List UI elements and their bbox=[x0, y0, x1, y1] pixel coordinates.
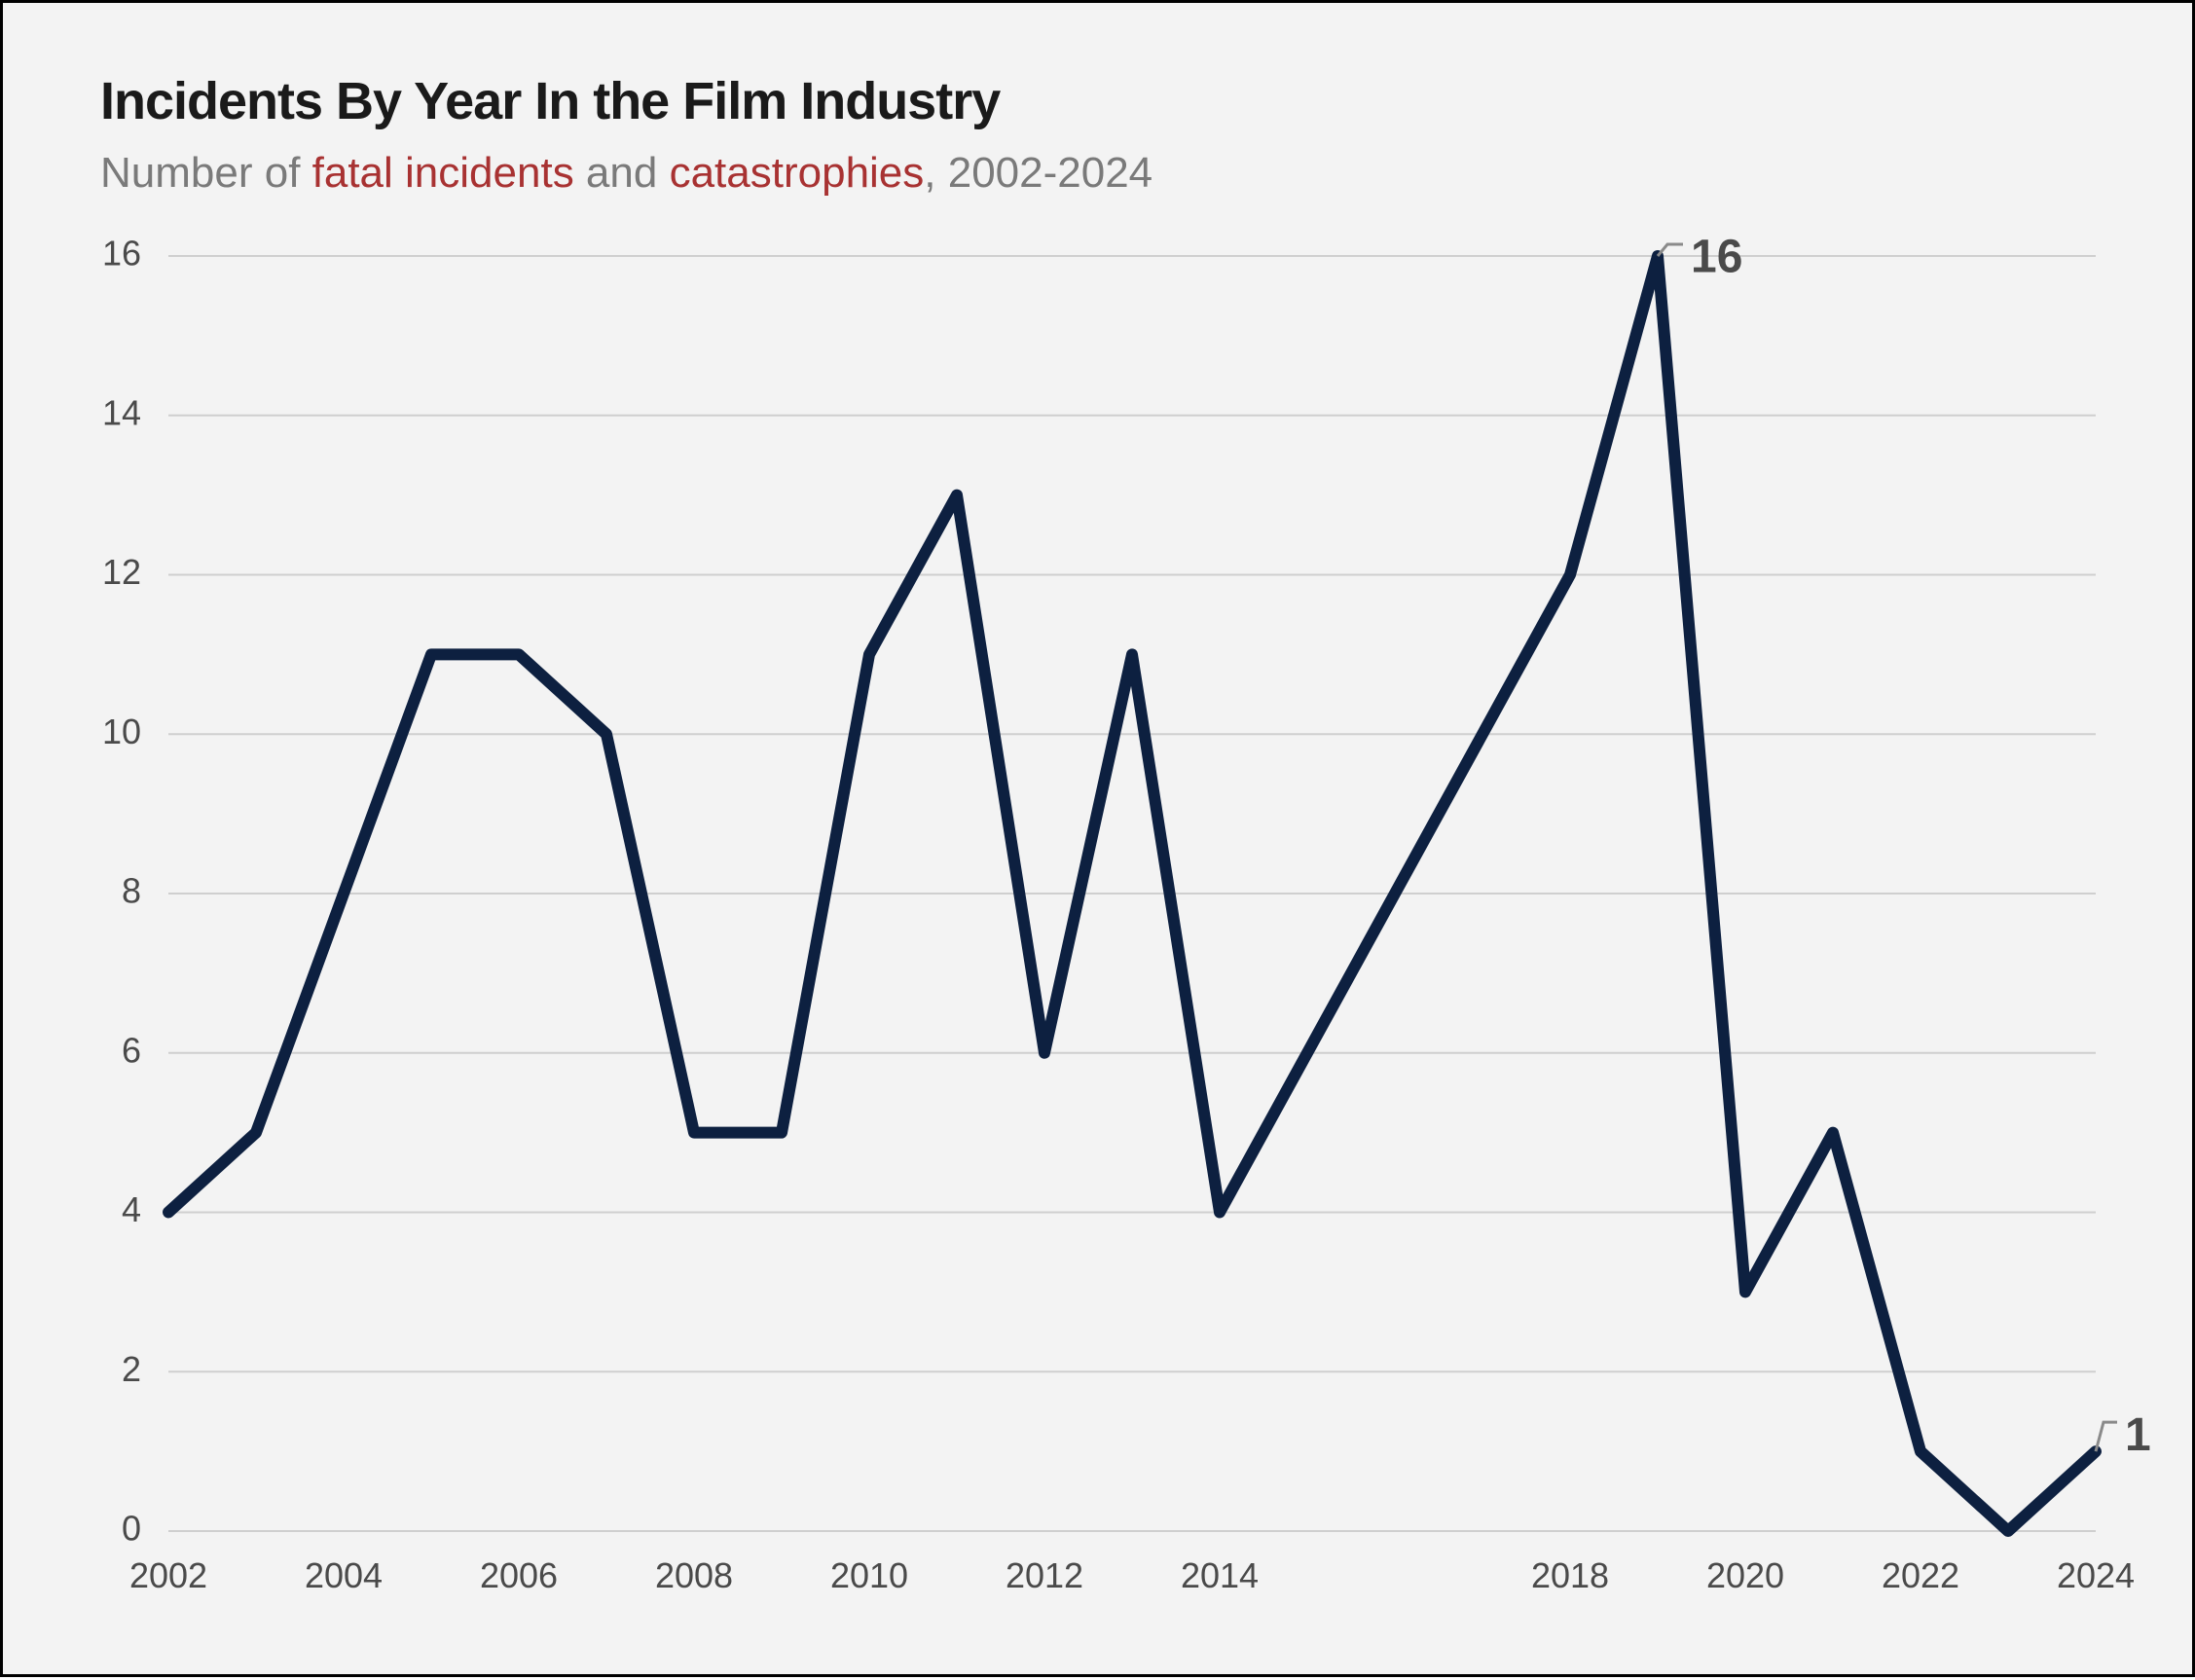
x-axis-label: 2010 bbox=[830, 1555, 908, 1595]
y-axis-label: 16 bbox=[102, 234, 141, 274]
annotation-label: 1 bbox=[2125, 1409, 2151, 1461]
x-axis-label: 2022 bbox=[1882, 1555, 1959, 1595]
annotation-label: 16 bbox=[1691, 232, 1742, 283]
x-axis-label: 2008 bbox=[655, 1555, 733, 1595]
y-axis-label: 8 bbox=[122, 871, 141, 911]
x-axis-label: 2004 bbox=[305, 1555, 383, 1595]
chart-frame: Incidents By Year In the Film Industry N… bbox=[0, 0, 2195, 1677]
x-axis-label: 2018 bbox=[1531, 1555, 1609, 1595]
y-axis-label: 6 bbox=[122, 1030, 141, 1070]
x-axis-label: 2006 bbox=[480, 1555, 558, 1595]
line-chart: 0 2 4 6 8 10 12 14 16 2002 2004 2006 2008 2010 2012 201… bbox=[3, 3, 2195, 1680]
x-axis-label: 2012 bbox=[1006, 1555, 1083, 1595]
x-axis-label: 2014 bbox=[1181, 1555, 1259, 1595]
y-axis-label: 2 bbox=[122, 1349, 141, 1389]
x-axis-label: 2020 bbox=[1706, 1555, 1784, 1595]
x-axis-label: 2024 bbox=[2057, 1555, 2135, 1595]
x-axis-label: 2002 bbox=[129, 1555, 207, 1595]
y-axis-label: 10 bbox=[102, 712, 141, 751]
y-axis-label: 12 bbox=[102, 552, 141, 592]
y-axis-label: 14 bbox=[102, 392, 141, 432]
y-axis-label: 4 bbox=[122, 1189, 141, 1229]
y-axis-label: 0 bbox=[122, 1509, 141, 1549]
